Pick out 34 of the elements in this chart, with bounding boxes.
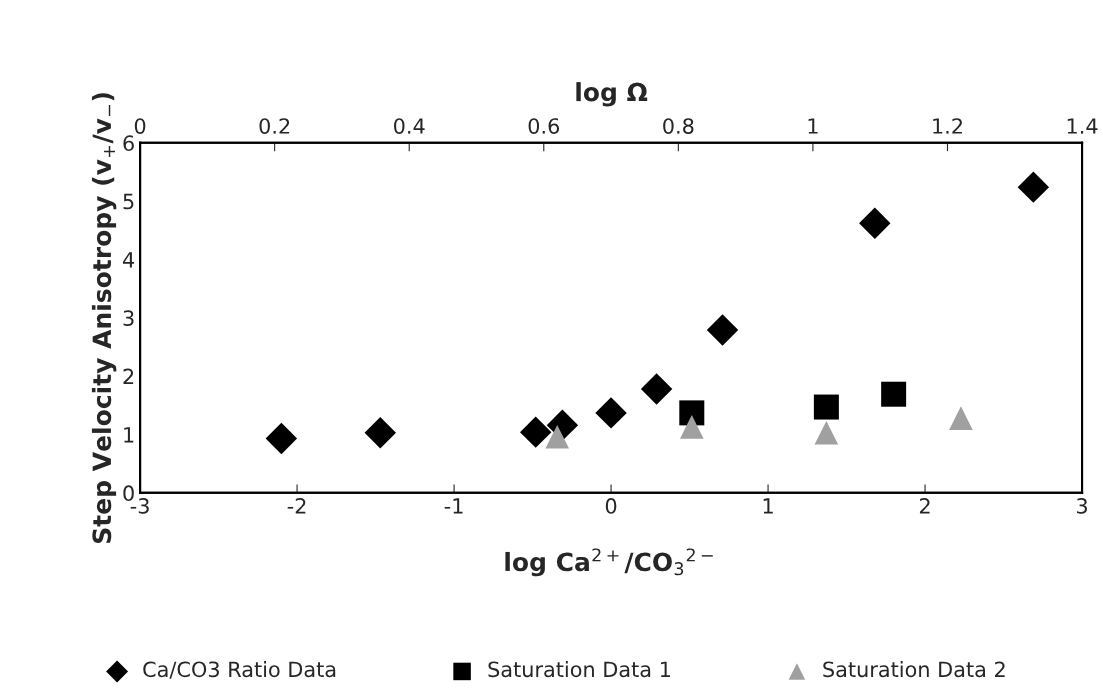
- point: [640, 373, 673, 405]
- y-tick-label: 2: [123, 368, 134, 385]
- x-tick-label: -2: [287, 498, 306, 514]
- x-tick-label: 0: [605, 498, 617, 514]
- legend-label: Saturation Data 2: [823, 661, 1005, 678]
- legend-label: Ca/CO3 Ratio Data: [143, 661, 336, 679]
- point: [1017, 171, 1050, 203]
- x-tick-label: 3: [1077, 498, 1087, 514]
- y-axis-title: Step Velocity Anisotropy (v$_{+}$/v$_{−}$): [91, 93, 117, 544]
- x2-tick-label: 0: [134, 118, 146, 134]
- x2-tick-label: 1.4: [1067, 118, 1098, 134]
- y-tick-label: 6: [123, 135, 134, 152]
- x-tick-label: 1: [763, 498, 773, 514]
- point: [595, 397, 627, 429]
- point: [265, 422, 298, 455]
- point: [519, 416, 552, 448]
- x2-tick-label: 0.6: [528, 118, 560, 134]
- x2-axis-title: log Ω: [576, 82, 648, 107]
- x2-tick-label: 0.8: [663, 118, 694, 134]
- x-tick-label: -1: [444, 498, 463, 514]
- y-tick-label: 4: [122, 252, 135, 268]
- y-tick-label: 1: [124, 427, 134, 443]
- y-tick-label: 5: [123, 193, 134, 210]
- point: [859, 207, 891, 240]
- x-tick-label: 2: [919, 498, 930, 514]
- point: [706, 314, 739, 346]
- x-axis-title: log Ca$^{2+}$/CO$_{3}$$^{2−}$: [505, 548, 713, 577]
- legend-label: Saturation Data 1: [488, 661, 670, 678]
- y-tick-label: 3: [123, 310, 134, 327]
- x2-tick-label: 1: [808, 118, 818, 134]
- point: [364, 417, 396, 449]
- x2-tick-label: 1.2: [933, 118, 962, 134]
- x2-tick-label: 0.2: [259, 118, 290, 134]
- x2-tick-label: 0.4: [394, 118, 425, 134]
